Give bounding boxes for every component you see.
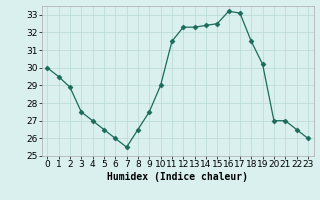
X-axis label: Humidex (Indice chaleur): Humidex (Indice chaleur) xyxy=(107,172,248,182)
